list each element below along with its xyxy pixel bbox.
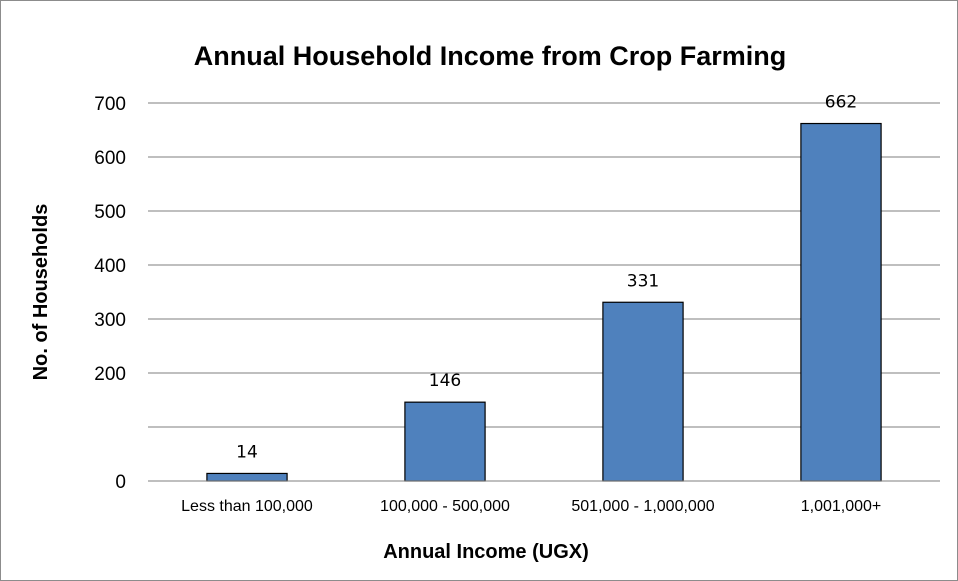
data-label: 662 <box>825 93 857 113</box>
y-tick-label: 700 <box>94 94 126 115</box>
y-tick-label: 200 <box>94 364 126 385</box>
y-tick-label: 400 <box>94 256 126 277</box>
x-tick-label: 501,000 - 1,000,000 <box>571 498 714 515</box>
data-label: 14 <box>236 442 258 462</box>
chart-title: Annual Household Income from Crop Farmin… <box>194 41 787 71</box>
y-tick-label: 300 <box>94 310 126 331</box>
x-tick-label: 1,001,000+ <box>801 498 882 515</box>
bar <box>206 472 288 482</box>
bars <box>206 122 882 482</box>
y-tick-label: 0 <box>115 472 126 493</box>
bar <box>800 122 882 482</box>
x-axis-ticks: Less than 100,000 100,000 - 500,000 501,00… <box>181 498 881 515</box>
bar <box>404 401 486 482</box>
data-labels: 14 146 331 662 <box>236 93 857 463</box>
x-axis-title: Annual Income (UGX) <box>383 541 589 563</box>
y-axis-ticks: 0 200 300 400 500 600 700 <box>94 94 126 493</box>
data-label: 146 <box>429 371 461 391</box>
y-tick-label: 500 <box>94 202 126 223</box>
y-tick-label: 600 <box>94 148 126 169</box>
x-tick-label: 100,000 - 500,000 <box>380 498 510 515</box>
x-tick-label: Less than 100,000 <box>181 498 313 515</box>
data-label: 331 <box>627 271 659 291</box>
y-axis-title: No. of Households <box>30 204 52 381</box>
bar <box>602 301 684 482</box>
